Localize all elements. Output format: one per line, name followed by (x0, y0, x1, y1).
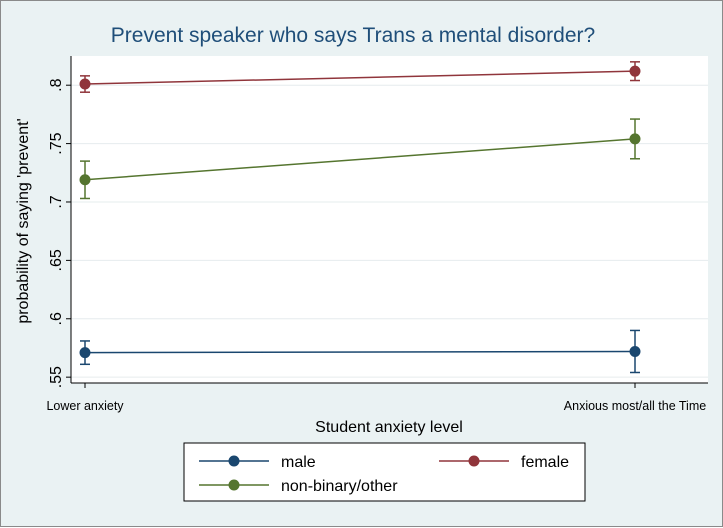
data-point-0-1 (629, 345, 641, 357)
plot-area (71, 56, 708, 383)
y-tick-label-3: .7 (48, 195, 65, 208)
data-point-1-1 (629, 65, 641, 77)
x-tick-label-0: Lower anxiety (46, 399, 124, 413)
y-tick-label-5: .8 (48, 78, 65, 91)
legend: male female non-binary/other (183, 442, 586, 502)
legend-label-1: female (521, 454, 569, 471)
data-point-2-0 (79, 174, 91, 186)
axis-layer: .55 .6 .65 .7 .75 .8 Lower anxiety Anxious most… (46, 56, 708, 413)
legend-marker-2 (228, 479, 240, 491)
legend-label-2: non-binary/other (281, 478, 398, 495)
series-layer (79, 61, 641, 374)
legend-box (183, 442, 586, 502)
chart-title: Prevent speaker who says Trans a mental … (111, 24, 595, 47)
series-line-2 (84, 138, 636, 181)
data-point-0-0 (79, 347, 91, 359)
y-tick-label-4: .75 (48, 132, 65, 154)
y-tick-label-1: .6 (48, 312, 65, 325)
series-line-1 (84, 70, 636, 85)
legend-label-0: male (281, 454, 316, 471)
series-line-0 (84, 350, 636, 354)
data-point-1-0 (79, 78, 91, 90)
legend-marker-1 (468, 455, 480, 467)
y-tick-label-0: .55 (48, 366, 65, 388)
x-axis-title: Student anxiety level (315, 419, 463, 436)
x-tick-label-1: Anxious most/all the Time (564, 399, 706, 413)
y-axis-title: probability of saying 'prevent' (15, 118, 32, 323)
legend-marker-0 (228, 455, 240, 467)
grid-layer (71, 84, 708, 378)
y-tick-label-2: .65 (48, 249, 65, 271)
data-point-2-1 (629, 133, 641, 145)
